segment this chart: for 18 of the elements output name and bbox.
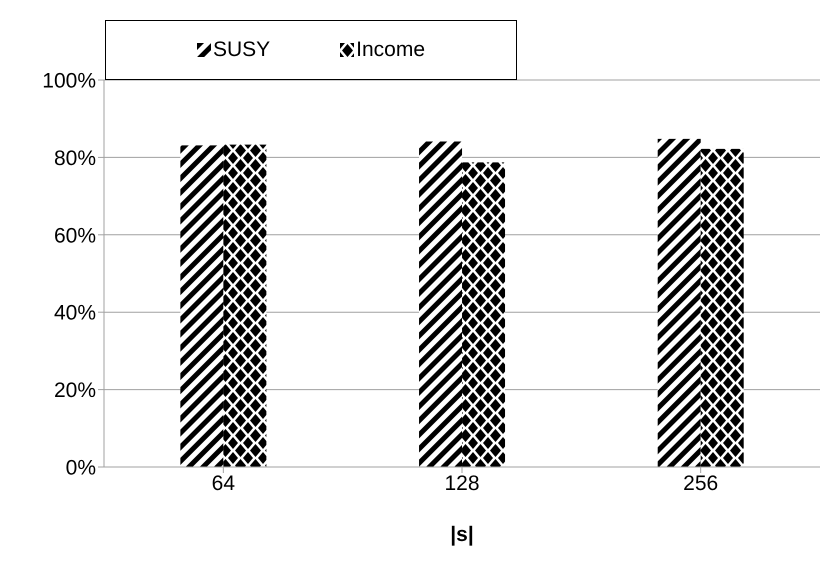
y-tick-label: 20% [54,379,96,402]
y-tick-label: 60% [54,224,96,248]
bar [419,142,462,467]
y-tick-label: 40% [54,302,96,325]
bar [180,145,224,467]
bar [658,138,701,467]
x-axis-title: |s| [450,523,474,546]
y-tick-label: 100% [42,69,96,92]
bar [700,148,744,467]
bar [223,144,266,467]
x-tick-label: 256 [683,472,718,495]
legend-label: Income [355,38,426,62]
y-tick-label: 0% [66,456,96,480]
bar [462,162,506,467]
x-tick-label: 64 [212,472,236,495]
y-tick-label: 80% [54,146,96,170]
legend-label: SUSY [212,38,270,62]
x-tick-label: 128 [444,472,480,495]
